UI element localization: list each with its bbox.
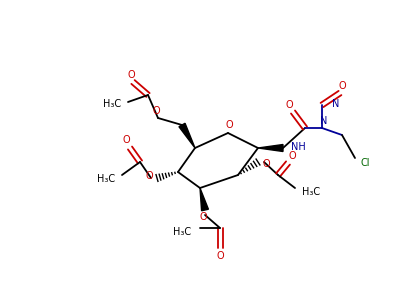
Text: O: O bbox=[285, 100, 293, 110]
Text: O: O bbox=[216, 251, 224, 261]
Text: O: O bbox=[199, 212, 207, 222]
Polygon shape bbox=[200, 188, 208, 211]
Text: O: O bbox=[338, 81, 346, 91]
Polygon shape bbox=[179, 123, 195, 148]
Text: O: O bbox=[262, 159, 270, 169]
Text: H₃C: H₃C bbox=[97, 174, 115, 184]
Text: NH: NH bbox=[291, 142, 306, 152]
Text: O: O bbox=[127, 70, 135, 80]
Text: N: N bbox=[332, 99, 339, 109]
Text: O: O bbox=[225, 120, 233, 130]
Polygon shape bbox=[258, 145, 283, 152]
Text: N: N bbox=[320, 116, 328, 126]
Text: O: O bbox=[122, 135, 130, 145]
Text: O: O bbox=[145, 171, 153, 181]
Text: H₃C: H₃C bbox=[173, 227, 191, 237]
Text: H₃C: H₃C bbox=[103, 99, 121, 109]
Text: O: O bbox=[152, 106, 160, 116]
Text: Cl: Cl bbox=[360, 158, 370, 168]
Text: O: O bbox=[288, 151, 296, 161]
Text: H₃C: H₃C bbox=[302, 187, 320, 197]
